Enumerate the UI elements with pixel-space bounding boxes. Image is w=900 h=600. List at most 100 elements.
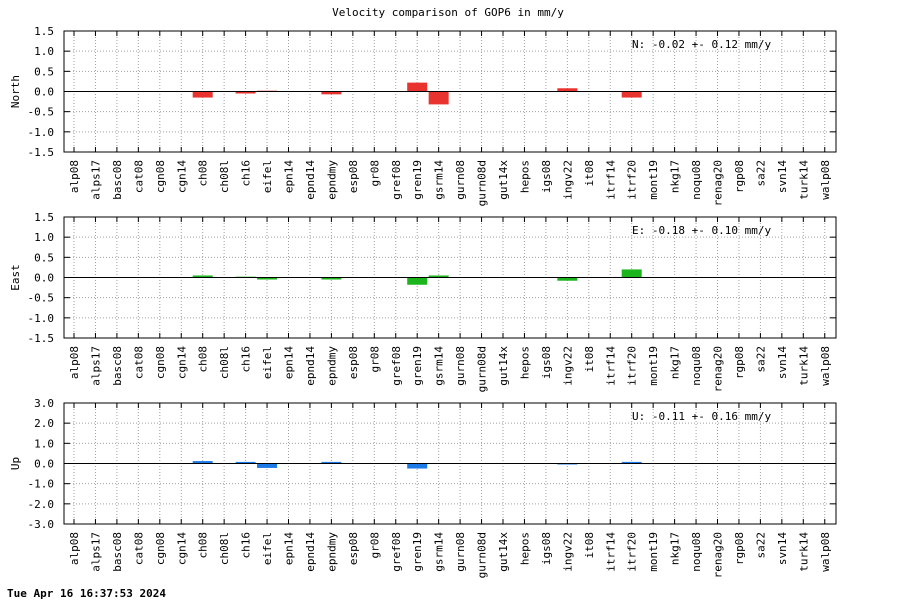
y-axis-label: East <box>9 264 22 291</box>
bar-ch16 <box>235 91 256 94</box>
x-tick-label: gr08 <box>368 160 381 187</box>
x-tick-label: gurn08d <box>476 160 489 206</box>
bar-ch16 <box>235 461 256 464</box>
x-tick-label: eifel <box>261 346 274 379</box>
x-tick-label: ingv22 <box>561 160 574 200</box>
x-tick-label: sa22 <box>754 532 767 559</box>
plot-frame <box>63 30 837 153</box>
plot-frame <box>63 216 837 339</box>
bar-ingv22 <box>557 277 578 281</box>
x-tick-label: noqu08 <box>690 532 703 572</box>
x-tick-label: alps17 <box>89 346 102 386</box>
panel-up: 3.0 2.0 1.0 0.0 -1.0 -2.0 -3.0 alp08 alps17 basc0… <box>9 397 837 578</box>
bar-itrf20 <box>621 461 642 464</box>
x-tick-label: basc08 <box>111 160 124 200</box>
x-tick-label: renag20 <box>712 160 725 206</box>
bar-eifel <box>257 277 278 280</box>
x-tick-label: walp08 <box>819 532 832 572</box>
x-tick-label: gren19 <box>411 160 424 200</box>
bar-ch08 <box>192 275 213 278</box>
x-tick-label: ch08l <box>218 346 231 379</box>
x-tick-label: igs08 <box>540 346 553 379</box>
y-axis-label: North <box>9 75 22 108</box>
x-tick-label: basc08 <box>111 346 124 386</box>
y-tick-label: -2.0 <box>28 498 55 511</box>
x-tick-label: gref08 <box>390 346 403 386</box>
bar-gren19 <box>407 463 428 469</box>
x-tick-label: alp08 <box>68 160 81 193</box>
panel-north: 1.5 1.0 0.5 0.0 -0.5 -1.0 -1.5 alp08 alps17 basc0… <box>9 25 837 206</box>
y-tick-label: 0.0 <box>34 86 54 99</box>
x-tick-label: gr08 <box>368 532 381 559</box>
x-tick-label: itrf14 <box>604 532 617 572</box>
x-tick-label: epndmy <box>325 346 338 386</box>
x-tick-label: noqu08 <box>690 346 703 386</box>
x-tick-label: cgn14 <box>175 346 188 379</box>
x-tick-label: esp08 <box>347 346 360 379</box>
x-tick-label: it08 <box>583 532 596 559</box>
x-tick-label: mont19 <box>647 532 660 572</box>
x-tick-label: it08 <box>583 160 596 187</box>
bar-itrf20 <box>621 269 642 278</box>
x-tick-label: gren19 <box>411 346 424 386</box>
x-tick-label: epnd14 <box>304 160 317 200</box>
x-tick-label: gren19 <box>411 532 424 572</box>
x-tick-label: cgn14 <box>175 160 188 193</box>
x-tick-label: mont19 <box>647 160 660 200</box>
y-tick-label: -1.5 <box>28 332 55 345</box>
x-tick-label: turk14 <box>797 160 810 200</box>
x-tick-label: eifel <box>261 532 274 565</box>
x-tick-label: turk14 <box>797 346 810 386</box>
bar-ch08 <box>192 461 213 464</box>
velocity-annotation: U: -0.11 +- 0.16 mm/y <box>632 410 771 423</box>
x-tick-label: rgp08 <box>733 160 746 193</box>
y-tick-label: -3.0 <box>28 518 55 531</box>
x-tick-label: cgn08 <box>154 160 167 193</box>
x-tick-label: ch16 <box>240 532 253 559</box>
x-tick-label: epnd14 <box>304 346 317 386</box>
x-tick-label: gref08 <box>390 160 403 200</box>
x-tick-label: esp08 <box>347 532 360 565</box>
x-tick-label: itrf20 <box>626 532 639 572</box>
x-tick-label: renag20 <box>712 346 725 392</box>
x-tick-label: alps17 <box>89 532 102 572</box>
x-tick-label: itrf14 <box>604 346 617 386</box>
bar-gren19 <box>407 82 428 92</box>
x-tick-label: epn14 <box>283 346 296 379</box>
bar-gsrm14 <box>428 91 449 105</box>
x-tick-label: ch08 <box>197 532 210 559</box>
x-tick-label: renag20 <box>712 532 725 578</box>
x-tick-label: gut14x <box>497 160 510 200</box>
x-tick-label: ingv22 <box>561 346 574 386</box>
x-tick-label: sa22 <box>754 346 767 373</box>
x-tick-label: cgn14 <box>175 532 188 565</box>
x-tick-label: ch16 <box>240 346 253 373</box>
x-tick-label: alps17 <box>89 160 102 200</box>
bar-itrf20 <box>621 91 642 98</box>
x-tick-label: nkg17 <box>669 532 682 565</box>
x-tick-label: noqu08 <box>690 160 703 200</box>
x-tick-label: alp08 <box>68 532 81 565</box>
x-tick-label: gurn08d <box>476 532 489 578</box>
x-tick-label: gsrm14 <box>433 532 446 572</box>
x-tick-label: gsrm14 <box>433 160 446 200</box>
x-tick-label: ch08 <box>197 160 210 187</box>
x-tick-label: cgn08 <box>154 346 167 379</box>
y-tick-label: -1.5 <box>28 146 55 159</box>
x-tick-label: gut14x <box>497 346 510 386</box>
y-tick-label: -0.5 <box>28 106 55 119</box>
x-tick-label: walp08 <box>819 160 832 200</box>
x-tick-label: gurn08 <box>454 346 467 386</box>
x-tick-label: it08 <box>583 346 596 373</box>
x-tick-label: gsrm14 <box>433 346 446 386</box>
x-tick-label: rgp08 <box>733 346 746 379</box>
y-tick-label: 2.0 <box>34 417 54 430</box>
bar-ingv22 <box>557 463 578 465</box>
x-tick-label: epn14 <box>283 532 296 565</box>
y-tick-label: 0.0 <box>34 272 54 285</box>
y-tick-label: 1.5 <box>34 211 54 224</box>
y-tick-label: 1.0 <box>34 231 54 244</box>
x-tick-label: mont19 <box>647 346 660 386</box>
x-tick-label: itrf20 <box>626 160 639 200</box>
y-tick-label: -1.0 <box>28 126 55 139</box>
